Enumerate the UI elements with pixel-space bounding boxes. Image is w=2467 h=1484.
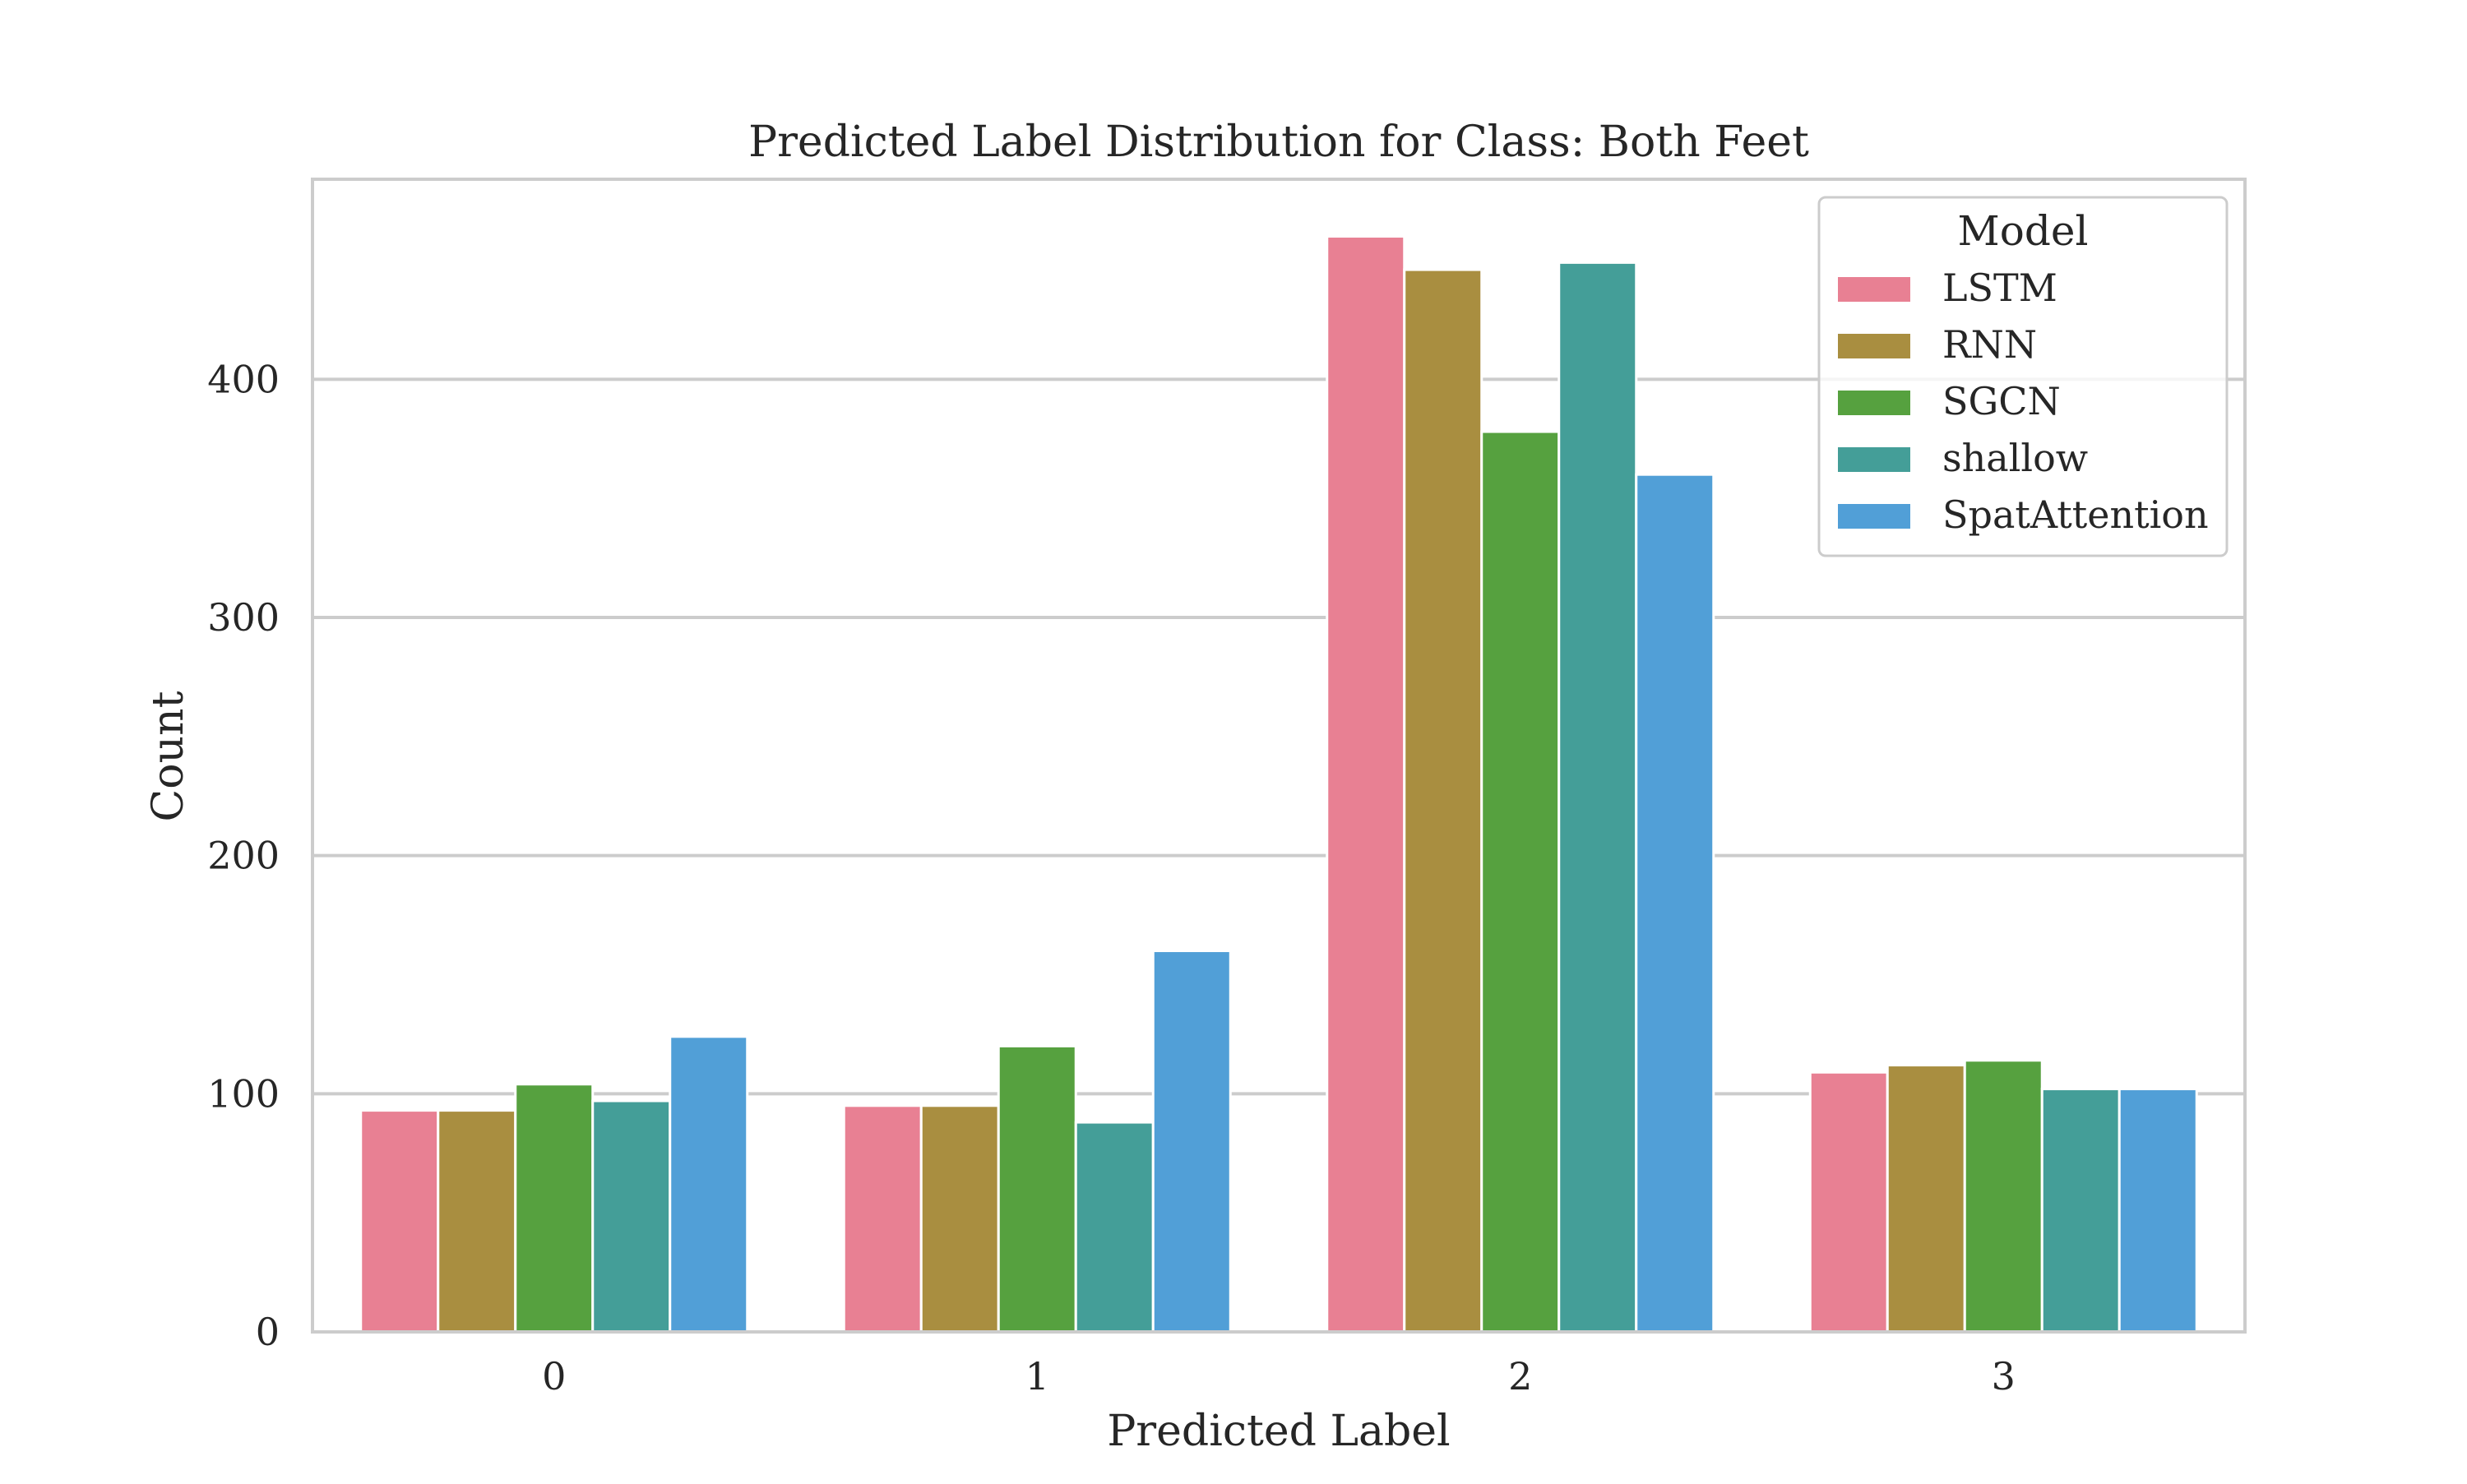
y-tick-label: 0 bbox=[256, 1310, 280, 1354]
bar-LSTM-0 bbox=[359, 1109, 440, 1334]
legend-swatch bbox=[1838, 447, 1910, 472]
legend-swatch bbox=[1838, 334, 1910, 358]
bar-SpatAttention-3 bbox=[2118, 1088, 2198, 1334]
bars-layer bbox=[359, 235, 2198, 1334]
plot-frame bbox=[311, 178, 2247, 1334]
y-axis-label: Count bbox=[144, 691, 193, 821]
bar-SGCN-1 bbox=[997, 1044, 1077, 1334]
legend-label: RNN bbox=[1942, 322, 2037, 367]
legend: Model LSTM RNN SGCN shallow SpatAttention bbox=[1817, 196, 2229, 557]
legend-swatch bbox=[1838, 391, 1910, 415]
y-tick-label: 300 bbox=[207, 595, 280, 640]
bar-SGCN-2 bbox=[1480, 430, 1561, 1334]
legend-swatch bbox=[1838, 277, 1910, 302]
bar-shallow-0 bbox=[591, 1099, 672, 1334]
legend-title: Model bbox=[1958, 207, 2089, 255]
bar-shallow-3 bbox=[2040, 1088, 2121, 1334]
bar-RNN-2 bbox=[1403, 268, 1483, 1334]
legend-swatch bbox=[1838, 504, 1910, 529]
bar-SGCN-3 bbox=[1963, 1059, 2043, 1334]
bar-SpatAttention-0 bbox=[669, 1035, 749, 1334]
legend-label: SGCN bbox=[1942, 379, 2061, 423]
legend-label: LSTM bbox=[1942, 266, 2057, 310]
bar-SpatAttention-2 bbox=[1635, 473, 1715, 1334]
bar-shallow-1 bbox=[1074, 1121, 1155, 1334]
bar-RNN-3 bbox=[1886, 1064, 1966, 1334]
bar-LSTM-3 bbox=[1808, 1070, 1889, 1334]
y-tick-label: 400 bbox=[207, 357, 280, 401]
bar-SpatAttention-1 bbox=[1151, 950, 1232, 1334]
bar-RNN-1 bbox=[919, 1104, 1000, 1334]
bar-LSTM-2 bbox=[1326, 235, 1406, 1334]
bar-SGCN-0 bbox=[514, 1083, 595, 1334]
legend-items: LSTM RNN SGCN shallow SpatAttention bbox=[1838, 266, 2209, 537]
legend-box bbox=[1817, 196, 2229, 557]
x-tick-label: 1 bbox=[1025, 1354, 1049, 1398]
legend-label: shallow bbox=[1942, 436, 2088, 480]
x-tick-label: 3 bbox=[1992, 1354, 2016, 1398]
legend-label: SpatAttention bbox=[1942, 492, 2209, 537]
x-axis-label: Predicted Label bbox=[1107, 1407, 1450, 1456]
bar-LSTM-1 bbox=[842, 1104, 923, 1334]
bar-shallow-2 bbox=[1557, 261, 1638, 1334]
x-tick-label: 0 bbox=[542, 1354, 566, 1398]
y-tick-label: 200 bbox=[207, 834, 280, 878]
x-tick-label: 2 bbox=[1508, 1354, 1532, 1398]
bar-RNN-0 bbox=[437, 1109, 517, 1334]
y-tick-label: 100 bbox=[207, 1071, 280, 1116]
ticks-layer: 0 100 200 300 400 0 1 2 3 bbox=[207, 357, 2016, 1398]
chart-title: Predicted Label Distribution for Class: … bbox=[748, 118, 1809, 167]
